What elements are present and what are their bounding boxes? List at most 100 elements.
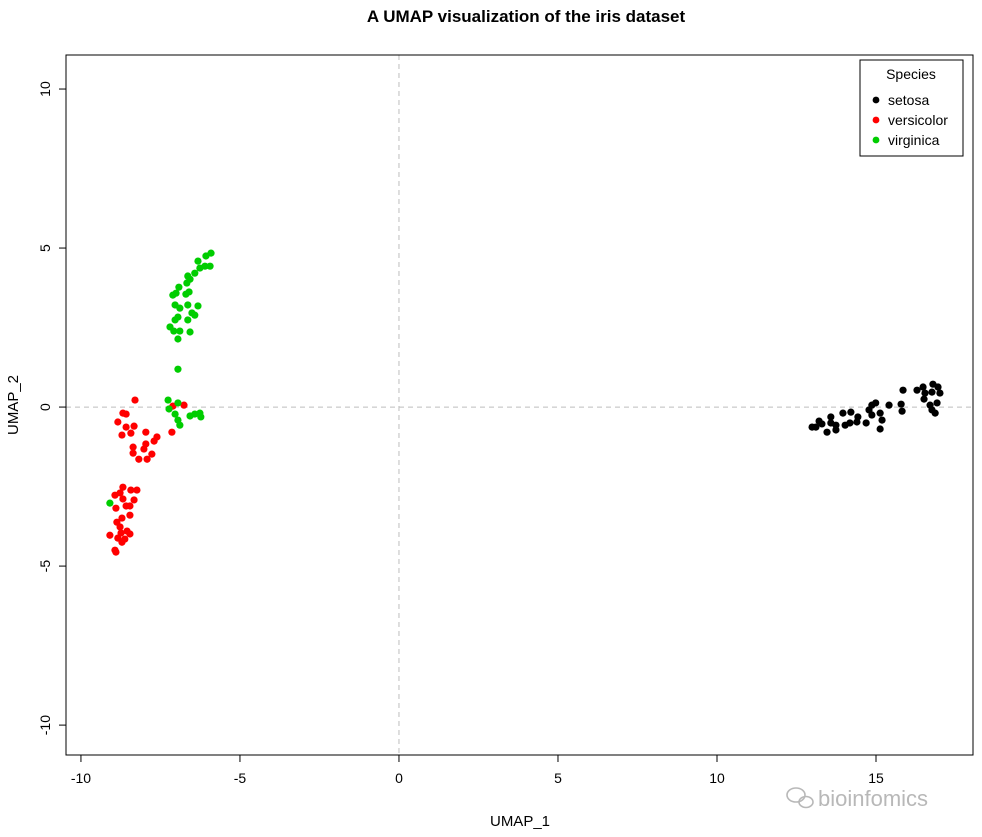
point-setosa: [876, 409, 884, 417]
point-setosa: [885, 401, 893, 409]
point-setosa: [846, 419, 854, 427]
watermark-text: bioinfomics: [818, 786, 928, 811]
point-virginica: [170, 327, 178, 335]
point-versicolor: [143, 455, 151, 463]
point-virginica: [206, 262, 214, 270]
point-setosa: [931, 409, 939, 417]
point-virginica: [194, 257, 202, 265]
point-versicolor: [148, 450, 156, 458]
point-setosa: [839, 409, 847, 417]
point-versicolor: [112, 504, 120, 512]
y-tick-label: 0: [37, 403, 53, 411]
y-tick-label: -10: [37, 715, 53, 735]
point-versicolor: [127, 429, 135, 437]
point-versicolor: [130, 496, 138, 504]
point-versicolor: [118, 538, 126, 546]
legend-marker-versicolor: [872, 116, 880, 124]
x-tick-label: 15: [868, 770, 884, 786]
point-versicolor: [131, 396, 139, 404]
point-setosa: [862, 419, 870, 427]
point-versicolor: [129, 449, 137, 457]
point-versicolor: [150, 437, 158, 445]
point-virginica: [169, 291, 177, 299]
x-tick-label: 10: [709, 770, 725, 786]
point-virginica: [196, 264, 204, 272]
point-setosa: [854, 413, 862, 421]
point-versicolor: [106, 531, 114, 539]
point-virginica: [183, 279, 191, 287]
point-virginica: [175, 283, 183, 291]
point-setosa: [818, 420, 826, 428]
point-versicolor: [116, 489, 124, 497]
y-tick-label: 5: [37, 244, 53, 252]
watermark: bioinfomics: [786, 786, 928, 811]
point-versicolor: [122, 423, 130, 431]
point-versicolor: [130, 422, 138, 430]
point-virginica: [197, 413, 205, 421]
point-setosa: [827, 413, 835, 421]
point-versicolor: [126, 502, 134, 510]
point-versicolor: [180, 401, 188, 409]
x-tick-label: 0: [395, 770, 403, 786]
point-versicolor: [118, 514, 126, 522]
point-setosa: [878, 416, 886, 424]
point-virginica: [194, 302, 202, 310]
y-axis: -10 -5 0 5 10: [37, 81, 67, 735]
legend-marker-setosa: [872, 96, 880, 104]
legend-title: Species: [886, 66, 936, 82]
point-setosa: [876, 425, 884, 433]
point-setosa: [934, 383, 942, 391]
point-setosa: [919, 383, 927, 391]
point-versicolor: [116, 523, 124, 531]
point-virginica: [184, 301, 192, 309]
point-virginica: [106, 499, 114, 507]
point-virginica: [176, 304, 184, 312]
point-versicolor: [126, 511, 134, 519]
x-tick-label: 5: [554, 770, 562, 786]
legend-label-setosa: setosa: [888, 92, 929, 108]
point-virginica: [174, 365, 182, 373]
wechat-icon: [786, 787, 814, 809]
point-virginica: [174, 335, 182, 343]
point-setosa: [812, 423, 820, 431]
point-versicolor: [119, 483, 127, 491]
point-virginica: [186, 328, 194, 336]
point-virginica: [176, 421, 184, 429]
point-setosa: [868, 411, 876, 419]
point-setosa: [920, 395, 928, 403]
y-tick-label: 10: [37, 81, 53, 97]
point-versicolor: [168, 428, 176, 436]
point-setosa: [823, 428, 831, 436]
point-setosa: [897, 400, 905, 408]
point-virginica: [202, 252, 210, 260]
legend-label-versicolor: versicolor: [888, 112, 948, 128]
point-versicolor: [129, 443, 137, 451]
plot-frame: [65, 54, 974, 756]
chart-title: A UMAP visualization of the iris dataset: [367, 7, 686, 26]
point-setosa: [913, 386, 921, 394]
x-axis-label: UMAP_1: [490, 813, 550, 830]
point-versicolor: [118, 431, 126, 439]
legend-label-virginica: virginica: [888, 132, 940, 148]
x-tick-label: -5: [234, 770, 247, 786]
point-virginica: [171, 316, 179, 324]
point-setosa: [898, 407, 906, 415]
y-axis-label: UMAP_2: [5, 375, 22, 435]
point-versicolor: [133, 486, 141, 494]
point-versicolor: [140, 445, 148, 453]
x-axis: -10 -5 0 5 10 15: [71, 754, 884, 786]
point-setosa: [936, 389, 944, 397]
point-versicolor: [142, 428, 150, 436]
point-setosa: [847, 408, 855, 416]
point-setosa: [832, 421, 840, 429]
points: [106, 249, 944, 556]
point-virginica: [171, 410, 179, 418]
reference-lines: [66, 55, 973, 755]
point-versicolor: [114, 418, 122, 426]
point-versicolor: [126, 530, 134, 538]
point-versicolor: [135, 455, 143, 463]
point-versicolor: [122, 410, 130, 418]
point-virginica: [191, 311, 199, 319]
legend: Species setosa versicolor virginica: [859, 59, 964, 157]
